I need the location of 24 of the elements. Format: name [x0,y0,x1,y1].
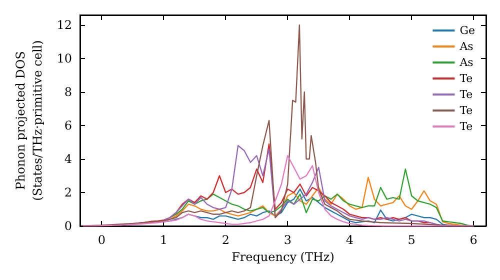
y-axis-title: Phonon projected DOS (States/THz·primitive cell) [13,40,44,201]
legend-label: Te [460,88,473,101]
x-tick-label: 3 [284,233,292,247]
x-tick-label: 2 [222,233,230,247]
legend-label: As [458,40,474,53]
y-tick-label: 12 [56,18,72,32]
legend-label: Te [460,72,473,85]
legend-label: Te [460,120,473,133]
x-tick-label: 0 [98,233,106,247]
y-tick-label: 6 [64,118,72,133]
legend-label: Ge [460,24,475,37]
x-tick-label: 5 [408,233,416,247]
y-tick-label: 0 [64,219,72,233]
x-tick-label: 1 [160,233,168,247]
line-series [82,155,474,227]
legend-label: As [458,56,474,69]
x-axis-title: Frequency (THz) [232,250,334,264]
y-tick-label: 2 [64,186,72,200]
x-tick-label: 6 [470,233,478,247]
y-tick-label: 4 [64,152,72,166]
y-tick-label: 8 [64,85,72,100]
x-tick-label: 4 [346,233,354,247]
y-tick-label: 10 [56,52,72,66]
legend-label: Te [460,104,473,117]
